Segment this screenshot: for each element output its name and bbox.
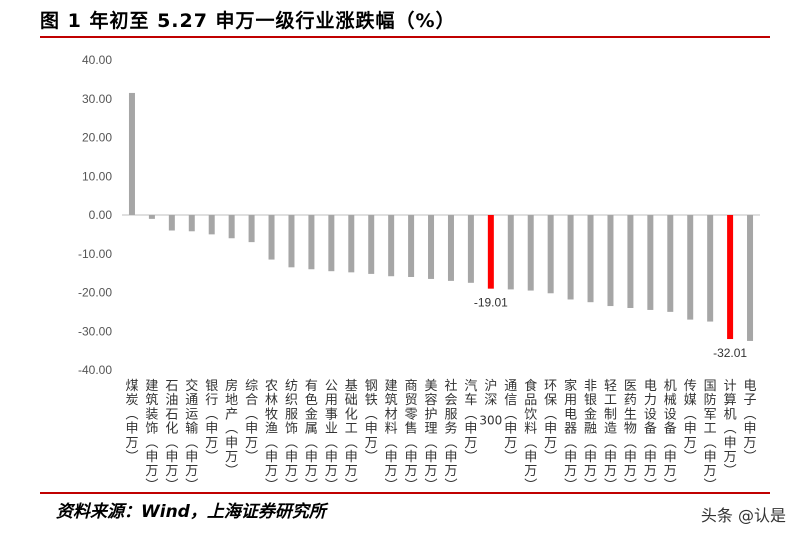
category-label: 医药生物︵申万︶ — [624, 379, 637, 490]
title-divider — [40, 36, 770, 38]
data-labels: -19.01 -32.01 — [474, 296, 748, 360]
y-tick-label: -20.00 — [78, 286, 112, 300]
y-tick-label: 20.00 — [82, 131, 112, 145]
bar — [408, 215, 415, 277]
category-label: 建筑材料︵申万︶ — [385, 379, 398, 490]
category-label: 计算机︵申万︶ — [724, 379, 737, 479]
chart-title: 图 1 年初至 5.27 申万一级行业涨跌幅（%） — [40, 10, 456, 32]
category-label: 纺织服饰︵申万︶ — [285, 379, 298, 490]
bar — [507, 215, 514, 290]
data-label: -32.01 — [713, 346, 747, 360]
bar — [727, 215, 734, 340]
category-label: 农林牧渔︵申万︶ — [265, 379, 278, 490]
bar — [667, 215, 674, 312]
category-label: 非银金融︵申万︶ — [584, 379, 597, 490]
category-label: 基础化工︵申万︶ — [345, 379, 358, 490]
category-label: 国防军工︵申万︶ — [704, 379, 717, 490]
y-tick-label: 0.00 — [89, 208, 113, 222]
bar — [268, 215, 275, 260]
category-label: 电子︵申万︶ — [744, 379, 757, 465]
category-label: 煤炭︵申万︶ — [125, 379, 138, 465]
bar — [348, 215, 355, 273]
y-tick-label: -30.00 — [78, 324, 112, 338]
category-label: 商贸零售︵申万︶ — [405, 379, 418, 490]
category-label: 社会服务︵申万︶ — [444, 378, 457, 490]
bar — [747, 215, 754, 341]
bar — [328, 215, 335, 272]
bar — [527, 215, 534, 291]
category-label: 建筑装饰︵申万︶ — [145, 379, 158, 490]
bar — [388, 215, 395, 277]
category-label: 交通运输︵申万︶ — [185, 378, 198, 490]
category-label: 环保︵申万︶ — [544, 379, 557, 465]
category-label: 钢铁︵申万︶ — [365, 379, 378, 465]
category-labels: 煤炭︵申万︶ 建筑装饰︵申万︶ 石油石化︵申万︶ 交通运输︵申万︶ 银行︵申万︶ 房地产︵… — [125, 378, 756, 490]
y-tick-label: 40.00 — [82, 53, 112, 67]
bar — [707, 215, 714, 322]
bar — [168, 215, 175, 231]
category-label: 通信︵申万︶ — [504, 379, 517, 465]
source-note: 资料来源：Wind，上海证券研究所 — [56, 502, 326, 522]
y-tick-label: 30.00 — [82, 92, 112, 106]
bar — [308, 215, 315, 270]
bar — [368, 215, 375, 274]
data-label: -19.01 — [474, 296, 508, 310]
bar — [188, 215, 195, 232]
y-tick-label: -10.00 — [78, 247, 112, 261]
bar — [128, 92, 135, 215]
bar — [547, 215, 554, 294]
category-label: 传媒︵申万︶ — [684, 379, 697, 465]
bar — [627, 215, 634, 308]
bar-chart: 40.00 30.00 20.00 10.00 0.00 -10.00 -20.00 -30.… — [78, 53, 760, 490]
bar — [647, 215, 654, 310]
y-axis: 40.00 30.00 20.00 10.00 0.00 -10.00 -20.00 -30.… — [78, 53, 112, 377]
y-tick-label: 10.00 — [82, 169, 112, 183]
y-tick-label: -40.00 — [78, 363, 112, 377]
bar — [567, 215, 574, 300]
category-label: 石油石化︵申万︶ — [165, 379, 178, 490]
bar — [487, 215, 494, 289]
category-label: 食品饮料︵申万︶ — [524, 378, 537, 490]
bar — [228, 215, 235, 239]
category-label: 公用事业︵申万︶ — [325, 379, 338, 490]
bar — [607, 215, 614, 307]
category-label: 有色金属︵申万︶ — [305, 379, 318, 490]
category-label: 房地产︵申万︶ — [225, 378, 238, 479]
footer-divider — [40, 492, 770, 494]
category-label: 家用电器︵申万︶ — [564, 378, 577, 490]
bar — [248, 215, 255, 243]
category-label: 机械设备︵申万︶ — [664, 379, 677, 490]
bar — [467, 215, 474, 283]
category-label: 汽车︵申万︶ — [464, 379, 477, 465]
bar — [148, 215, 155, 219]
bar — [288, 215, 295, 268]
bar — [687, 215, 694, 320]
bar — [447, 215, 454, 281]
category-label: 综合︵申万︶ — [245, 379, 258, 465]
category-label: 轻工制造︵申万︶ — [604, 379, 617, 490]
category-label: 沪深 300 — [479, 378, 502, 427]
bar — [208, 215, 215, 235]
category-label: 银行︵申万︶ — [205, 379, 218, 465]
bars-group — [128, 92, 754, 341]
bar — [587, 215, 594, 303]
category-label: 电力设备︵申万︶ — [644, 379, 657, 490]
category-label: 美容护理︵申万︶ — [425, 379, 438, 490]
bar — [428, 215, 435, 279]
watermark: 头条 @认是 — [700, 506, 786, 525]
